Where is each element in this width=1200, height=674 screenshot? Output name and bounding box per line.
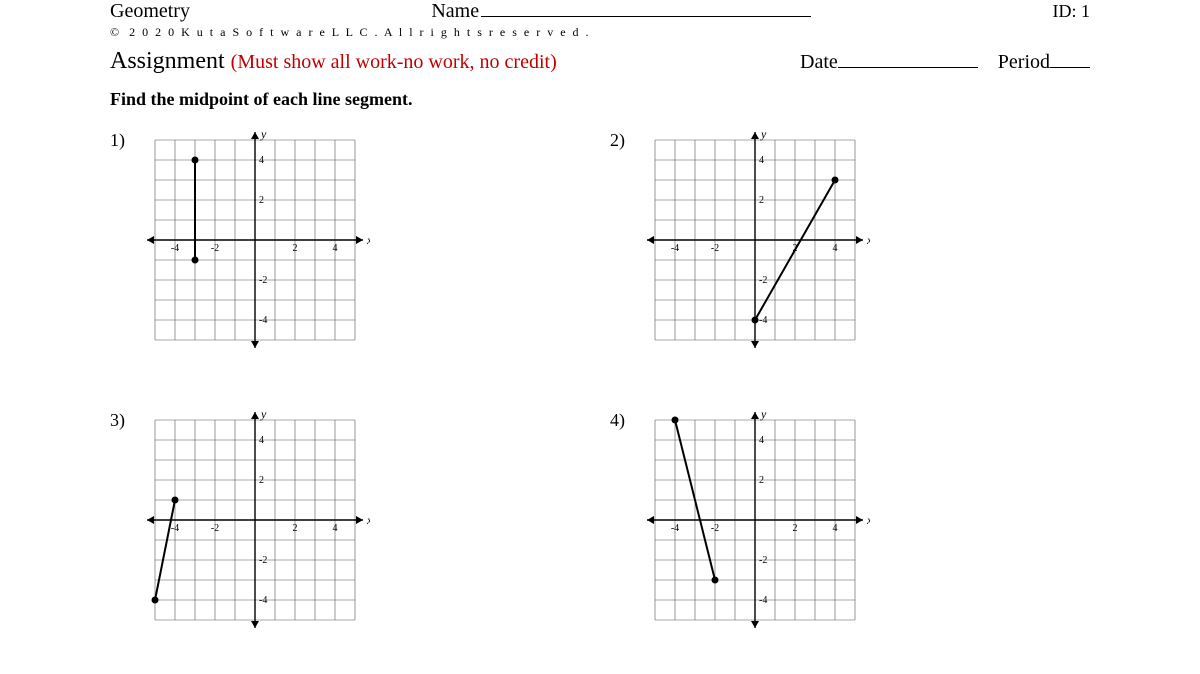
problem-2: 2)-4-4-2-22244xy xyxy=(610,130,1090,350)
svg-text:-2: -2 xyxy=(211,243,219,254)
coordinate-graph: -4 -4 -2 -2 2 2 4 4 x y xyxy=(140,410,370,630)
svg-text:x: x xyxy=(366,513,370,527)
svg-text:4: 4 xyxy=(833,523,838,534)
problem-number: 4) xyxy=(610,410,640,431)
svg-text:y: y xyxy=(760,130,767,141)
period-blank[interactable] xyxy=(1050,67,1090,68)
instruction-text: Find the midpoint of each line segment. xyxy=(110,89,1090,110)
svg-text:4: 4 xyxy=(333,523,338,534)
svg-text:y: y xyxy=(260,410,267,421)
svg-text:x: x xyxy=(866,513,870,527)
svg-text:2: 2 xyxy=(793,523,798,534)
assignment-label: Assignment xyxy=(110,48,225,74)
problem-number: 1) xyxy=(110,130,140,151)
problem-4: 4) -4 -4 -2 -2 2 2 4 4 x y xyxy=(610,410,1090,630)
svg-text:-4: -4 xyxy=(171,523,179,534)
svg-text:-2: -2 xyxy=(259,275,267,286)
svg-text:-2: -2 xyxy=(711,523,719,534)
problem-number: 3) xyxy=(110,410,140,431)
svg-text:y: y xyxy=(760,410,767,421)
date-blank[interactable] xyxy=(838,67,978,68)
svg-text:-2: -2 xyxy=(211,523,219,534)
coordinate-graph: -4 -4 -2 -2 2 2 4 4 x y xyxy=(640,410,870,630)
svg-text:-2: -2 xyxy=(711,243,719,254)
problem-3: 3) -4 -4 -2 -2 2 2 4 4 x y xyxy=(110,410,590,630)
svg-text:4: 4 xyxy=(259,435,264,446)
svg-text:2: 2 xyxy=(293,243,298,254)
svg-text:2: 2 xyxy=(259,475,264,486)
problems-grid: 1) -4 -4 -2 -2 2 2 4 4 x y 2) -4 -4 -2 -2 2 2 4 4 x y 3) -4 -4 -2… xyxy=(110,130,1090,630)
problem-number: 2) xyxy=(610,130,640,151)
worksheet-id: ID: 1 xyxy=(1053,1,1091,22)
svg-text:-4: -4 xyxy=(259,315,267,326)
coordinate-graph: -4 -4 -2 -2 2 2 4 4 x y xyxy=(140,130,370,350)
name-blank[interactable] xyxy=(481,16,811,17)
svg-text:2: 2 xyxy=(293,523,298,534)
svg-text:-4: -4 xyxy=(671,523,679,534)
date-label: Date xyxy=(800,51,838,73)
svg-text:2: 2 xyxy=(759,195,764,206)
coordinate-graph: -4-4-2-22244xy xyxy=(640,130,870,350)
svg-text:-2: -2 xyxy=(759,275,767,286)
svg-text:-4: -4 xyxy=(759,595,767,606)
assignment-note: (Must show all work-no work, no credit) xyxy=(231,51,557,73)
period-label: Period xyxy=(998,51,1050,73)
problem-1: 1) -4 -4 -2 -2 2 2 4 4 x y xyxy=(110,130,590,350)
name-label: Name xyxy=(431,0,479,22)
svg-text:4: 4 xyxy=(333,243,338,254)
svg-text:-2: -2 xyxy=(759,555,767,566)
svg-text:y: y xyxy=(260,130,267,141)
svg-text:x: x xyxy=(866,233,870,247)
copyright-line: ©2 0 2 0 K u t a S o f t w a r e L L C .… xyxy=(110,25,1090,40)
svg-text:-4: -4 xyxy=(259,595,267,606)
svg-text:x: x xyxy=(366,233,370,247)
svg-text:4: 4 xyxy=(833,243,838,254)
svg-text:-4: -4 xyxy=(171,243,179,254)
page-title: Geometry xyxy=(110,0,190,23)
svg-text:2: 2 xyxy=(259,195,264,206)
svg-text:4: 4 xyxy=(759,435,764,446)
svg-text:2: 2 xyxy=(759,475,764,486)
svg-text:4: 4 xyxy=(759,155,764,166)
svg-text:-4: -4 xyxy=(671,243,679,254)
svg-text:4: 4 xyxy=(259,155,264,166)
svg-text:-2: -2 xyxy=(259,555,267,566)
svg-text:-4: -4 xyxy=(759,315,767,326)
